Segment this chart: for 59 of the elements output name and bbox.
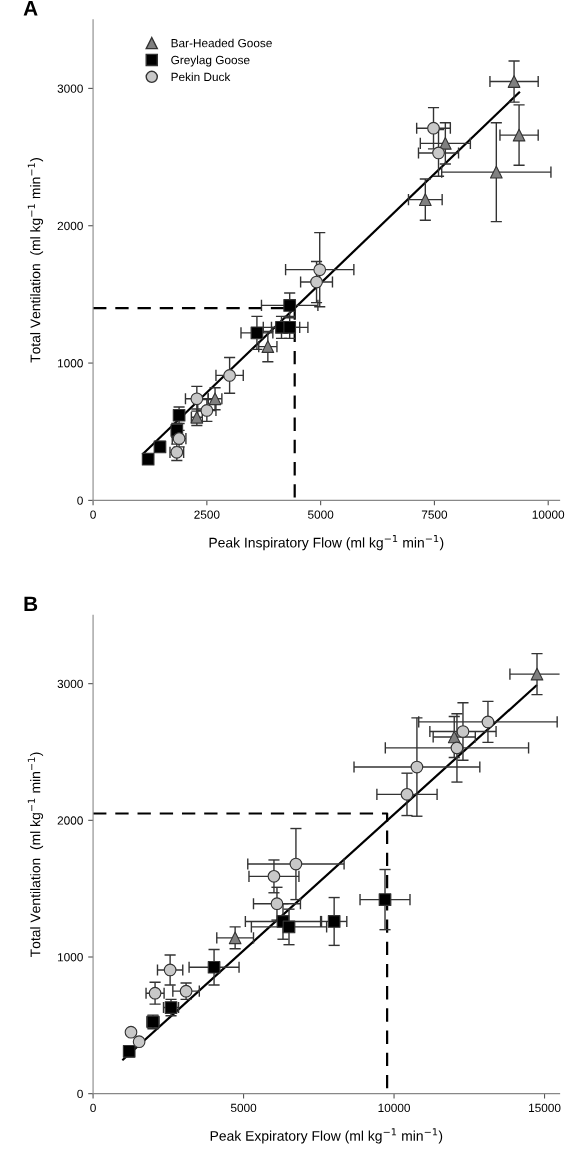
- y-tick-label: 2000: [57, 816, 83, 825]
- x-tick-label: 0: [90, 510, 96, 519]
- point: [124, 1025, 138, 1039]
- point: [250, 326, 264, 340]
- x-tick-label: 5000: [230, 1103, 257, 1113]
- y-tick-label: 3000: [57, 84, 83, 93]
- point: [450, 741, 464, 755]
- point: [432, 146, 445, 160]
- x-axis-title: Peak Expiratory Flow (ml kg$^{−1}$ min$^{−1}$): [210, 1128, 443, 1144]
- point: [289, 857, 303, 871]
- point: [489, 165, 503, 179]
- point: [310, 275, 323, 289]
- legend-label: Greylag Goose: [171, 55, 250, 67]
- point: [283, 299, 297, 312]
- point: [267, 869, 281, 883]
- point: [481, 715, 495, 729]
- x-tick-label: 10000: [378, 1103, 410, 1113]
- point: [313, 263, 327, 277]
- y-tick-label: 1000: [57, 359, 83, 368]
- point: [207, 960, 221, 974]
- point: [438, 136, 452, 150]
- point: [223, 369, 236, 382]
- point: [163, 963, 177, 977]
- y-axis-title: Total Ventilation (ml kg$^{−1}$ min$^{−1}$): [27, 158, 44, 363]
- x-tick-label: 2500: [194, 510, 220, 519]
- point: [507, 75, 521, 88]
- point: [456, 725, 470, 738]
- point: [530, 667, 544, 681]
- point: [512, 128, 526, 142]
- point: [190, 392, 204, 406]
- x-tick-label: 5000: [307, 510, 334, 519]
- x-tick-label: 7500: [421, 510, 448, 519]
- point: [141, 452, 155, 466]
- point: [410, 760, 424, 774]
- y-tick-label: 0: [77, 496, 83, 505]
- y-tick-label: 1000: [57, 953, 83, 962]
- point: [418, 193, 432, 207]
- y-tick-label: 0: [77, 1089, 83, 1099]
- x-axis-title: Peak Inspiratory Flow (ml kg$^{−1}$ min$^{−1}$): [209, 535, 444, 551]
- point: [400, 787, 414, 801]
- y-tick-label: 3000: [57, 679, 83, 689]
- x-tick-label: 15000: [529, 1103, 561, 1113]
- point: [153, 440, 167, 454]
- point: [228, 931, 242, 945]
- point: [122, 1044, 136, 1058]
- point: [132, 1035, 146, 1049]
- y-axis-title: Total Ventilation (ml kg$^{−1}$ min$^{−1}$): [27, 752, 44, 958]
- chart-title: A: [23, 1, 38, 16]
- x-tick-label: 0: [90, 1103, 96, 1113]
- point: [447, 730, 461, 744]
- chart-title: B: [24, 596, 38, 612]
- legend-label: Pekin Duck: [171, 72, 231, 82]
- y-tick-label: 2000: [57, 221, 83, 231]
- x-tick-label: 10000: [532, 510, 565, 519]
- point: [378, 893, 392, 906]
- point: [427, 121, 440, 135]
- point: [270, 897, 284, 911]
- point: [327, 915, 341, 928]
- legend-label: Bar-Headed Goose: [171, 38, 272, 48]
